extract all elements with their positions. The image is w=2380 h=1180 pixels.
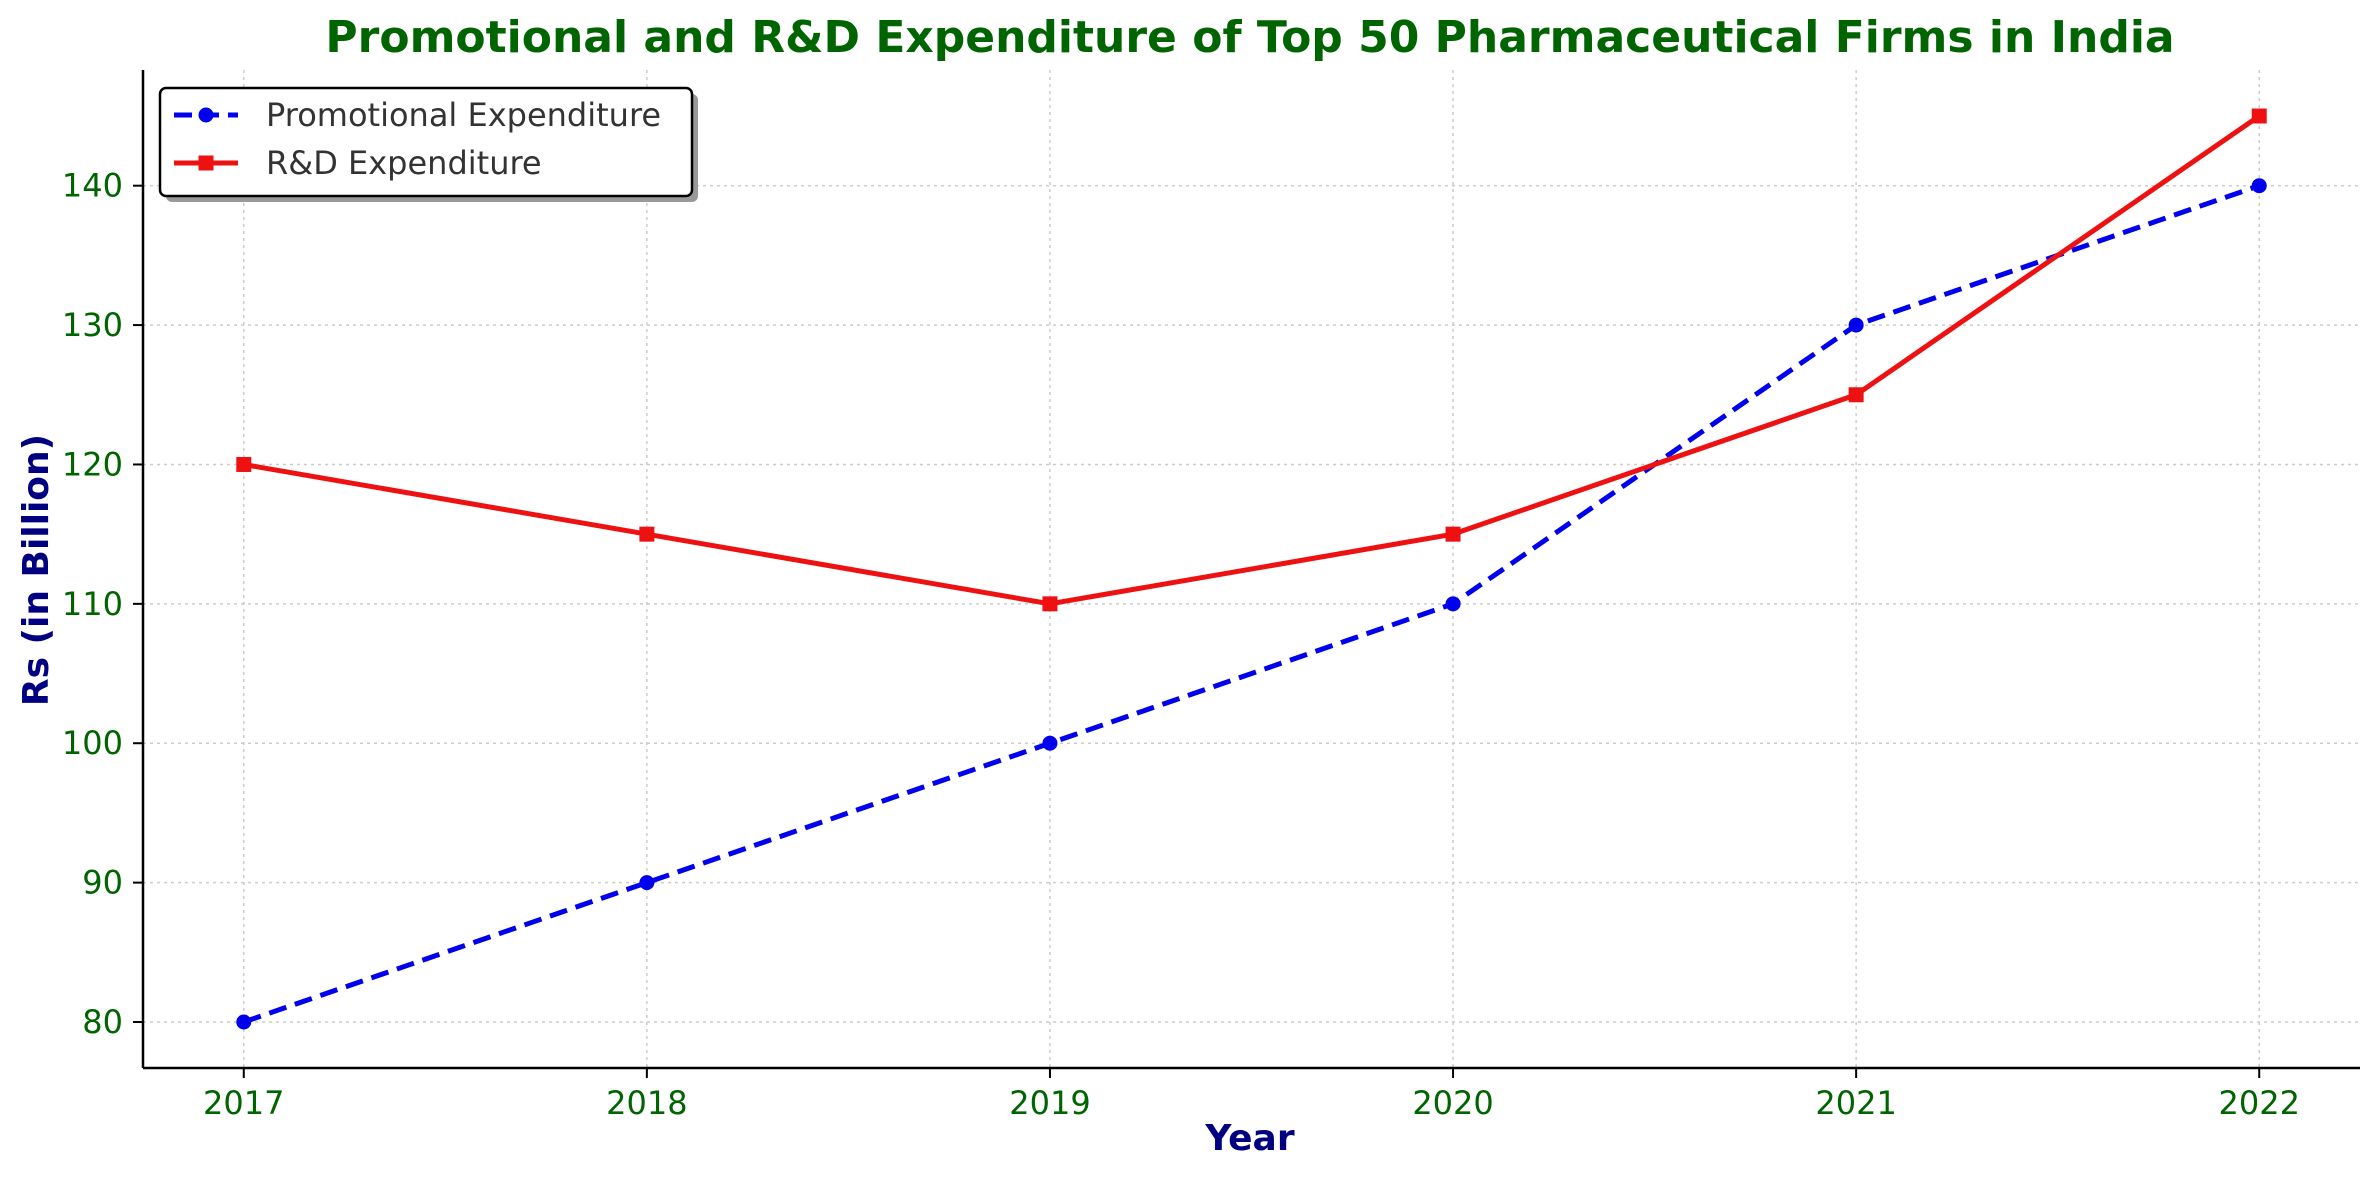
legend: Promotional Expenditure R&D Expenditure	[158, 86, 698, 202]
y-tick-label: 130	[62, 306, 123, 344]
legend-box	[158, 86, 694, 198]
legend-marker-0	[198, 107, 214, 123]
data-point-0-1	[639, 875, 655, 891]
data-point-0-3	[1445, 596, 1461, 612]
y-axis-label: Rs (in Billion)	[16, 434, 57, 706]
x-tick-label: 2018	[606, 1084, 687, 1122]
y-tick-label: 80	[82, 1003, 123, 1041]
data-point-0-4	[1848, 317, 1864, 333]
x-tick-label: 2022	[2219, 1084, 2300, 1122]
x-axis-label: Year	[1204, 1118, 1294, 1159]
legend-label-0: Promotional Expenditure	[266, 96, 661, 134]
series-line-0	[242, 183, 2261, 1025]
data-point-0-2	[1042, 735, 1058, 751]
y-tick-label: 120	[62, 445, 123, 483]
data-point-1-2	[1042, 596, 1058, 612]
legend-label-1: R&D Expenditure	[266, 144, 542, 182]
legend-marker-1	[198, 155, 214, 171]
x-tick-label: 2021	[1815, 1084, 1896, 1122]
y-tick-label: 90	[82, 864, 123, 902]
y-tick-label: 140	[62, 167, 123, 205]
data-point-1-0	[236, 456, 252, 472]
data-point-1-3	[1445, 526, 1461, 542]
data-point-1-1	[639, 526, 655, 542]
grid	[143, 70, 2360, 1068]
x-tick-label: 2020	[1412, 1084, 1493, 1122]
data-point-1-5	[2251, 108, 2267, 124]
series	[236, 108, 2267, 1030]
data-point-0-5	[2251, 178, 2267, 194]
x-tick-label: 2019	[1009, 1084, 1090, 1122]
axes: 2017 2018 2019 2020 2021 2022 80 90 100 110 120 130…	[62, 70, 2360, 1122]
y-tick-label: 100	[62, 724, 123, 762]
series-line-1	[243, 113, 2261, 607]
x-tick-label: 2017	[203, 1084, 284, 1122]
data-point-0-0	[236, 1014, 252, 1030]
chart-title: Promotional and R&D Expenditure of Top 5…	[325, 12, 2174, 63]
y-tick-label: 110	[62, 585, 123, 623]
data-point-1-4	[1848, 387, 1864, 403]
